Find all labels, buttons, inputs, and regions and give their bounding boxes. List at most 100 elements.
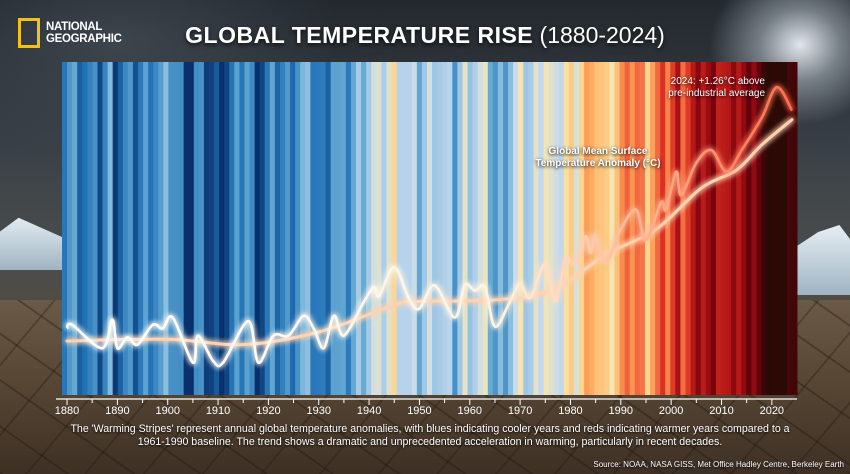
stripe-1928 — [305, 62, 311, 395]
x-tick-label: 1970 — [508, 405, 532, 417]
stripe-1979 — [563, 62, 570, 395]
stripe-2001 — [675, 62, 681, 395]
stripe-2003 — [685, 62, 692, 395]
page-title: GLOBAL TEMPERATURE RISE (1880-2024) — [0, 22, 850, 49]
stripe-1925 — [290, 62, 296, 395]
stripe-1945 — [391, 62, 398, 395]
stripe-1892 — [122, 62, 129, 395]
stripe-1985 — [594, 62, 600, 395]
stripe-1939 — [361, 62, 367, 395]
stripe-2017 — [756, 62, 763, 395]
x-tick-label: 2010 — [709, 405, 733, 417]
stripe-1993 — [634, 62, 641, 395]
stripe-1938 — [356, 62, 362, 395]
x-tick-label: 2020 — [760, 405, 784, 417]
stripe-2019 — [766, 62, 773, 395]
stripe-2014 — [741, 62, 747, 395]
stripe-1940 — [366, 62, 372, 395]
stripe-1983 — [584, 62, 590, 395]
stripe-1924 — [285, 62, 291, 395]
stripe-1965 — [492, 62, 499, 395]
stripe-2021 — [776, 62, 783, 395]
data-point-1987 — [605, 261, 606, 262]
data-point-1959 — [464, 285, 465, 286]
x-tick-label: 1920 — [256, 405, 280, 417]
stripe-1915 — [239, 62, 245, 395]
stripe-1989 — [614, 62, 621, 395]
stripe-1929 — [310, 62, 316, 395]
data-point-1950 — [419, 308, 420, 309]
data-point-1918 — [258, 362, 259, 363]
data-point-1942 — [379, 295, 380, 296]
stripe-1942 — [376, 62, 382, 395]
stripe-1898 — [153, 62, 159, 395]
data-point-1979 — [565, 259, 566, 260]
x-tick-label: 1990 — [609, 405, 633, 417]
x-tick-label: 1910 — [206, 405, 230, 417]
data-point-1901 — [172, 317, 173, 318]
stripe-1897 — [148, 62, 154, 395]
stripe-1912 — [224, 62, 230, 395]
data-point-1935 — [343, 335, 344, 336]
stripe-1926 — [295, 62, 301, 395]
stripe-1954 — [437, 62, 443, 395]
x-tick-label: 1950 — [407, 405, 431, 417]
stripe-1984 — [589, 62, 595, 395]
latest-annotation-line2: pre-industrial average — [668, 88, 765, 99]
stripe-1914 — [234, 62, 240, 395]
stripe-1886 — [92, 62, 98, 395]
stripe-2006 — [700, 62, 707, 395]
stripe-1913 — [229, 62, 235, 395]
data-point-1972 — [530, 297, 531, 298]
stripe-2015 — [746, 62, 752, 395]
data-point-1889 — [112, 319, 113, 320]
series-lines — [65, 85, 794, 368]
stripe-1903 — [178, 62, 185, 395]
data-point-1999 — [666, 209, 667, 210]
stripe-2011 — [726, 62, 732, 395]
latest-annotation-line1: 2024: +1.26°C above — [670, 76, 765, 87]
stripe-1895 — [138, 62, 144, 395]
data-point-1921 — [273, 335, 274, 336]
stripe-1888 — [102, 62, 109, 395]
stripe-1927 — [300, 62, 306, 395]
stripe-2009 — [715, 62, 722, 395]
stripe-1883 — [77, 62, 83, 395]
stripe-1978 — [558, 62, 565, 395]
data-point-1894 — [137, 344, 138, 345]
data-point-1990 — [620, 229, 621, 230]
stripe-1952 — [426, 62, 433, 395]
stripe-1988 — [609, 62, 616, 395]
stripe-1893 — [127, 62, 134, 395]
data-point-1927 — [303, 315, 304, 316]
data-point-1963 — [484, 286, 485, 287]
stripe-1931 — [320, 62, 327, 395]
stripe-1885 — [87, 62, 93, 395]
stripe-2005 — [695, 62, 702, 395]
stripe-1959 — [462, 62, 469, 395]
data-point-1961 — [474, 290, 475, 291]
stripe-1944 — [386, 62, 392, 395]
data-point-2024 — [791, 110, 792, 111]
stripe-1975 — [543, 62, 550, 395]
data-point-1975 — [545, 263, 546, 264]
stripe-2024 — [791, 62, 798, 395]
x-tick-label: 1880 — [55, 405, 79, 417]
stripe-1891 — [117, 62, 124, 395]
data-point-1897 — [152, 324, 153, 325]
stripe-1918 — [254, 62, 261, 395]
logo-line-1: NATIONAL — [46, 21, 103, 33]
stripe-1884 — [82, 62, 88, 395]
data-point-1924 — [288, 335, 289, 336]
stripe-1961 — [472, 62, 479, 395]
stripe-2000 — [670, 62, 676, 395]
data-point-1968 — [509, 301, 510, 302]
stripe-1972 — [528, 62, 534, 395]
stripe-1930 — [315, 62, 322, 395]
data-point-2002 — [681, 195, 682, 196]
data-point-1977 — [555, 301, 556, 302]
stripe-1935 — [340, 62, 347, 395]
national-geographic-logo: NATIONAL GEOGRAPHIC — [18, 18, 122, 48]
stripe-1991 — [624, 62, 631, 395]
stripe-1949 — [411, 62, 418, 395]
